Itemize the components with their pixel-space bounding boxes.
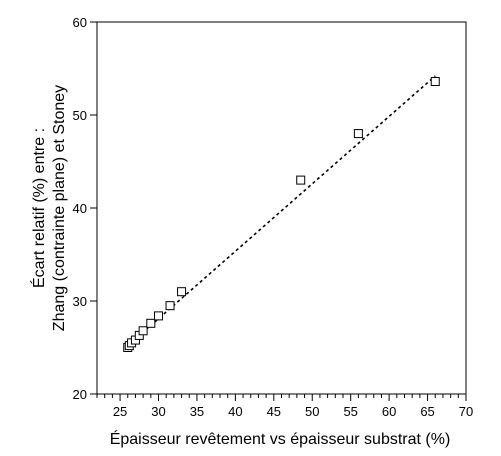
y-tick-label: 60 [73, 15, 87, 30]
data-point [138, 326, 148, 336]
x-tick-label: 65 [420, 404, 434, 419]
fit-line [127, 75, 436, 347]
data-point [296, 175, 306, 185]
x-tick-label: 55 [343, 404, 357, 419]
y-tick-label: 30 [73, 294, 87, 309]
x-tick-label: 35 [190, 404, 204, 419]
plot-frame [96, 21, 467, 395]
x-axis-title: Épaisseur revêtement vs épaisseur substr… [110, 429, 451, 448]
data-point [154, 311, 163, 321]
data-point [177, 287, 187, 297]
axis-ticks: 25 30 35 40 45 50 55 60 65 70 20 30 40 50 60 [73, 15, 474, 419]
x-tick-label: 60 [382, 404, 396, 419]
x-tick-label: 30 [151, 404, 165, 419]
data-points-layer [123, 77, 440, 352]
y-axis-title-line-2: Zhang (contrainte plane) et Stoney [51, 85, 68, 331]
y-axis-title-line-1: Écart relatif (%) entre : [29, 128, 48, 288]
x-tick-label: 45 [267, 404, 281, 419]
fit-line-layer [127, 75, 436, 347]
x-tick-label: 25 [113, 404, 127, 419]
y-tick-label: 20 [73, 387, 87, 402]
data-point [165, 301, 175, 311]
x-tick-label: 70 [459, 404, 473, 419]
y-tick-label: 40 [73, 201, 87, 216]
y-tick-label: 50 [73, 108, 87, 123]
x-tick-label: 50 [305, 404, 319, 419]
data-point [146, 318, 156, 328]
data-point [430, 77, 440, 87]
data-point [353, 129, 363, 139]
x-tick-label: 40 [228, 404, 242, 419]
